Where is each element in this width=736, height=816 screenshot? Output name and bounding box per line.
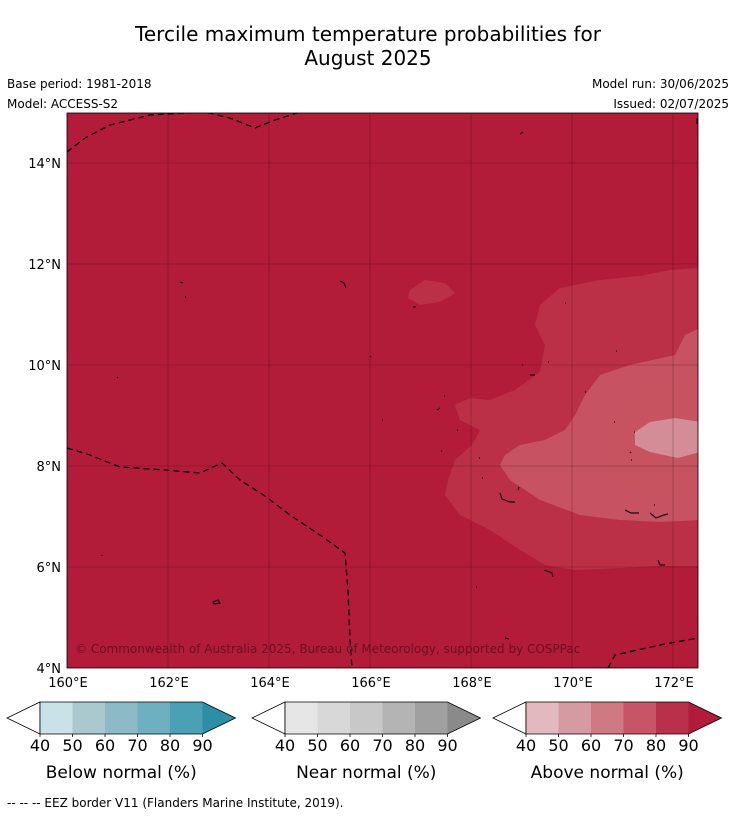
colorbar-segment xyxy=(72,702,105,734)
meta-right: Model run: 30/06/2025 Issued: 02/07/2025 xyxy=(592,74,729,114)
colorbar-segment xyxy=(40,702,73,734)
colorbar-label: Below normal (%) xyxy=(46,763,197,783)
island xyxy=(499,486,520,503)
meta-left: Base period: 1981-2018 Model: ACCESS-S2 xyxy=(7,74,152,114)
colorbar-tick-label: 40 xyxy=(516,736,536,755)
copyright-text: © Commonwealth of Australia 2025, Bureau… xyxy=(75,642,580,656)
colorbar-segment xyxy=(382,702,415,734)
colorbar-extend-low xyxy=(251,701,286,735)
colorbar-tick-label: 50 xyxy=(307,736,327,755)
lon-tick-label: 166°E xyxy=(351,676,391,691)
title-line-1: Tercile maximum temperature probabilitie… xyxy=(135,22,601,46)
colorbars: 40 50 60 70 80 90 Below normal (%) 40 50 60 70 80 90… xyxy=(6,701,723,783)
island xyxy=(436,395,458,452)
colorbar-tick-label: 60 xyxy=(95,736,115,755)
base-period: Base period: 1981-2018 xyxy=(7,77,152,91)
colorbar-outline xyxy=(284,701,482,735)
lon-tick-label: 162°E xyxy=(149,676,189,691)
colorbar-segment xyxy=(558,702,591,734)
lat-tick-label: 12°N xyxy=(28,258,61,273)
colorbar-tick-label: 90 xyxy=(437,736,457,755)
lat-tick-label: 6°N xyxy=(37,561,62,576)
lon-tick-label: 164°E xyxy=(250,676,290,691)
model-name: Model: ACCESS-S2 xyxy=(7,97,119,111)
page-title: Tercile maximum temperature probabilitie… xyxy=(0,22,736,70)
colorbar-segment xyxy=(317,702,350,734)
issued-date: Issued: 02/07/2025 xyxy=(613,97,729,111)
model-run: Model run: 30/06/2025 xyxy=(591,77,729,91)
colorbar-segment xyxy=(137,702,170,734)
colorbar-segment xyxy=(170,702,203,734)
island xyxy=(116,306,416,421)
island xyxy=(479,457,665,578)
colorbar-segment xyxy=(105,702,138,734)
colorbar-extend-low xyxy=(6,701,41,735)
colorbar-segment xyxy=(623,702,656,734)
colorbar-1: 40 50 60 70 80 90 Below normal (%) xyxy=(6,701,237,783)
map-frame xyxy=(66,112,699,669)
colorbar-segment xyxy=(415,702,448,734)
colorbar-tick-label: 70 xyxy=(613,736,633,755)
lon-tick-label: 168°E xyxy=(452,676,492,691)
title-line-2: August 2025 xyxy=(304,46,432,70)
lat-tick-label: 14°N xyxy=(28,157,61,172)
colorbar-extend-high xyxy=(447,702,481,734)
lon-tick-label: 170°E xyxy=(553,676,593,691)
eez-border-north xyxy=(67,113,300,153)
longitude-labels: 160°E 162°E 164°E 166°E 168°E 170°E 172°E xyxy=(48,676,694,691)
eez-borders xyxy=(67,113,698,668)
islands xyxy=(101,118,698,640)
colorbar-segment xyxy=(350,702,383,734)
colorbar-tick-label: 40 xyxy=(275,736,295,755)
colorbar-tick-label: 60 xyxy=(340,736,360,755)
eez-border-west xyxy=(67,447,353,668)
colorbar-extend-high xyxy=(202,702,236,734)
colorbar-tick-label: 50 xyxy=(548,736,568,755)
colorbar-outline xyxy=(525,701,723,735)
colorbar-segment xyxy=(591,702,624,734)
colorbar-tick-label: 40 xyxy=(30,736,50,755)
colorbar-tick-label: 60 xyxy=(581,736,601,755)
footer-legend: -- -- -- EEZ border V11 (Flanders Marine… xyxy=(7,796,344,810)
eez-border-southeast xyxy=(607,637,698,668)
colorbar-extend-high xyxy=(688,702,722,734)
lat-tick-label: 10°N xyxy=(28,359,61,374)
colorbar-label: Above normal (%) xyxy=(531,763,684,783)
island xyxy=(624,504,669,519)
colorbar-segment xyxy=(656,702,689,734)
colorbar-3: 40 50 60 70 80 90 Above normal (%) xyxy=(492,701,723,783)
colorbar-tick-label: 90 xyxy=(192,736,212,755)
forecast-map: 14°N 12°N 10°N 8°N 6°N 4°N 160°E 162°E 164°E 166… xyxy=(6,112,723,783)
island xyxy=(179,280,347,299)
lon-tick-label: 160°E xyxy=(48,676,88,691)
island xyxy=(614,421,635,461)
colorbar-outline xyxy=(39,701,237,735)
contour-90-plus xyxy=(635,418,698,458)
map-gridlines xyxy=(67,113,698,668)
colorbar-segment xyxy=(526,702,559,734)
island xyxy=(101,555,510,640)
latitude-labels: 14°N 12°N 10°N 8°N 6°N 4°N xyxy=(28,157,61,677)
colorbar-label: Near normal (%) xyxy=(296,763,436,783)
contour-small-patch xyxy=(408,280,455,305)
colorbar-tick-label: 80 xyxy=(160,736,180,755)
colorbar-extend-low xyxy=(492,701,527,735)
lat-tick-label: 4°N xyxy=(37,662,62,677)
colorbar-segment xyxy=(285,702,318,734)
colorbar-tick-label: 90 xyxy=(678,736,698,755)
island xyxy=(522,361,586,393)
lon-tick-label: 172°E xyxy=(654,676,694,691)
colorbar-tick-label: 50 xyxy=(62,736,82,755)
colorbar-tick-label: 80 xyxy=(405,736,425,755)
island xyxy=(519,118,698,352)
colorbar-tick-label: 80 xyxy=(646,736,666,755)
colorbar-tick-label: 70 xyxy=(127,736,147,755)
lat-tick-label: 8°N xyxy=(37,460,62,475)
colorbar-tick-label: 70 xyxy=(372,736,392,755)
